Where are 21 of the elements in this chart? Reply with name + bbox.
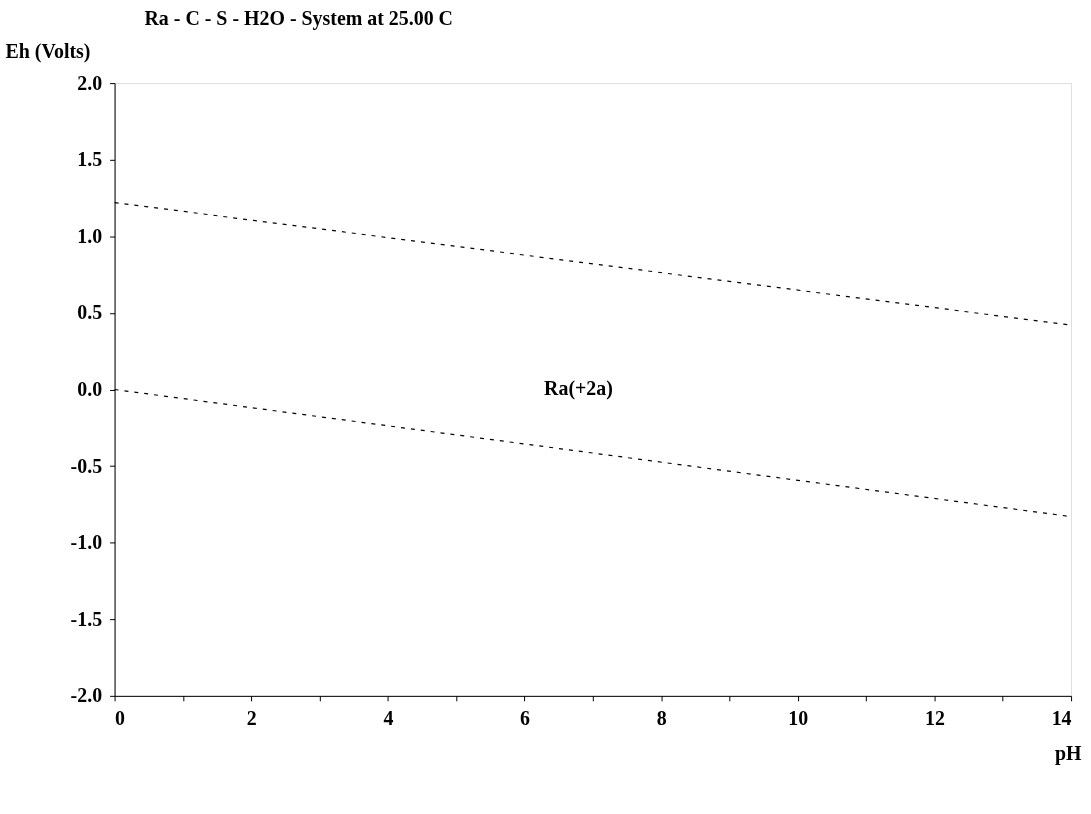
y-tick-label: 0.0	[77, 377, 103, 400]
annotation: Ra(+2a)	[544, 377, 613, 401]
x-tick-label: 14	[1051, 707, 1072, 730]
y-axis-title: Eh (Volts)	[5, 39, 91, 63]
x-tick-label: 10	[788, 707, 809, 730]
x-tick-label: 0	[115, 707, 126, 730]
y-tick-label: -2.0	[70, 684, 103, 707]
y-tick-label: 0.5	[77, 301, 103, 324]
y-tick-label: -1.5	[70, 607, 103, 630]
x-tick-label: 8	[656, 707, 667, 730]
y-tick-label: 1.5	[77, 148, 103, 171]
x-tick-label: 6	[520, 707, 531, 730]
x-tick-label: 12	[924, 707, 945, 730]
chart-title: Ra - C - S - H2O - System at 25.00 C	[144, 7, 453, 31]
y-tick-label: -1.0	[70, 531, 103, 554]
x-tick-label: 2	[246, 707, 257, 730]
x-axis-title: pH	[1054, 742, 1083, 766]
y-tick-label: -0.5	[70, 454, 103, 477]
y-tick-label: 1.0	[77, 224, 103, 247]
x-tick-label: 4	[383, 707, 394, 730]
y-tick-label: 2.0	[77, 71, 103, 94]
